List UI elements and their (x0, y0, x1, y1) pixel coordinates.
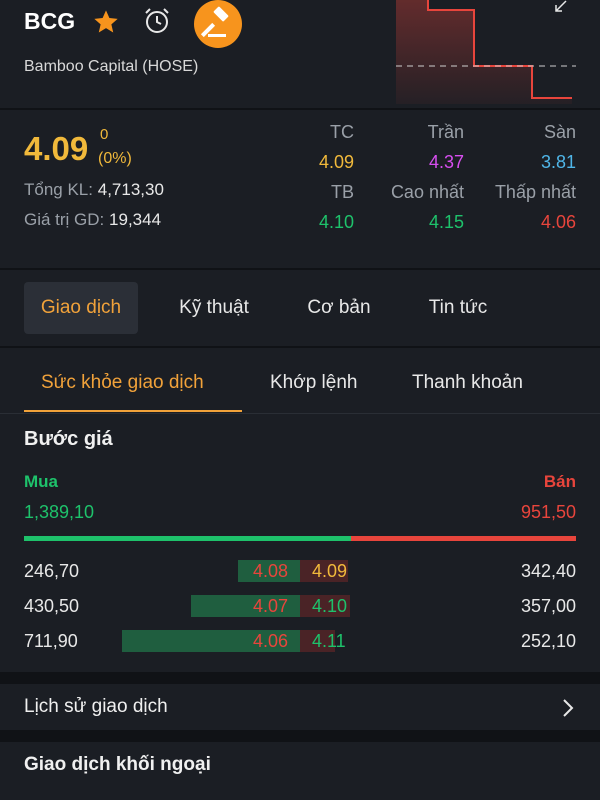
bid-volume: 246,70 (24, 561, 80, 581)
current-price: 4.09 (24, 130, 89, 167)
avg-label: TB (330, 182, 354, 202)
buy-sell-ratio-bar (24, 536, 576, 541)
price-summary: 4.09 0 (0%) Tổng KL: 4,713,30 Giá trị GD… (0, 110, 600, 268)
ticker-symbol: BCG (24, 8, 76, 34)
order-book-row: 711,90 4.06 4.11 252,10 (0, 628, 600, 654)
high-label: Cao nhất (390, 182, 464, 202)
bid-price: 4.07 (252, 596, 288, 616)
bid-depth-bar (191, 595, 300, 617)
bid-price: 4.08 (252, 561, 288, 581)
expand-icon[interactable] (552, 0, 568, 14)
total-volume: Tổng KL: 4,713,30 (24, 180, 164, 199)
foreign-trading-section: Giao dịch khối ngoại (0, 742, 600, 800)
bid-depth-bar (237, 560, 300, 582)
star-icon[interactable] (92, 8, 120, 36)
intraday-mini-chart[interactable] (396, 0, 576, 104)
sub-tabs: Sức khỏe giao dịch Khớp lệnh Thanh khoản (0, 348, 600, 414)
bid-depth-bar (122, 630, 300, 652)
foreign-trading-title: Giao dịch khối ngoại (24, 754, 211, 775)
tab-technical[interactable]: Kỹ thuật (179, 297, 249, 318)
floor-value: 3.81 (540, 152, 576, 172)
ask-price: 4.10 (312, 596, 348, 616)
subtab-liquidity[interactable]: Thanh khoản (412, 372, 523, 393)
auction-gavel-icon[interactable] (194, 0, 242, 48)
tab-fundamental[interactable]: Cơ bản (307, 297, 371, 318)
ask-depth-bar (300, 630, 335, 652)
high-value: 4.15 (428, 212, 464, 232)
ask-depth-bar (300, 595, 350, 617)
ask-price: 4.11 (312, 631, 346, 651)
ask-depth-bar (300, 560, 348, 582)
ask-volume: 357,00 (520, 596, 576, 616)
price-change: 0 (100, 126, 109, 143)
bid-volume: 430,50 (24, 596, 80, 616)
price-change-percent: (0%) (98, 150, 132, 167)
order-book: Bước giá Mua Bán 1,389,10 951,50 246,70 … (0, 414, 600, 672)
tab-trading[interactable]: Giao dịch (24, 282, 138, 334)
main-tabs: Giao dịch Kỹ thuật Cơ bản Tin tức (0, 270, 600, 346)
stock-header: BCG Bamboo Capital (HOSE) (0, 0, 600, 108)
buy-label: Mua (24, 472, 58, 491)
low-label: Thấp nhất (494, 182, 576, 202)
company-name: Bamboo Capital (HOSE) (24, 58, 199, 75)
trade-history-link[interactable]: Lịch sử giao dịch (0, 684, 600, 730)
ask-volume: 342,40 (520, 561, 576, 581)
subtab-trading-health[interactable]: Sức khỏe giao dịch (41, 372, 204, 393)
low-value: 4.06 (540, 212, 576, 232)
chevron-right-icon[interactable] (562, 698, 574, 718)
ask-volume: 252,10 (520, 631, 576, 651)
buy-ratio-fill (24, 536, 352, 541)
ceiling-label: Trần (427, 122, 464, 142)
sell-label: Bán (543, 472, 576, 491)
buy-total-volume: 1,389,10 (24, 502, 95, 522)
ask-price: 4.09 (312, 561, 348, 581)
alarm-clock-icon[interactable] (142, 6, 172, 36)
trade-value: Giá trị GD: 19,344 (24, 210, 162, 229)
ceiling-value: 4.37 (428, 152, 464, 172)
sell-total-volume: 951,50 (520, 502, 576, 522)
floor-label: Sàn (543, 122, 576, 142)
order-book-title: Bước giá (24, 428, 113, 450)
avg-value: 4.10 (318, 212, 354, 232)
ref-label: TC (330, 122, 354, 142)
order-book-row: 246,70 4.08 4.09 342,40 (0, 558, 600, 584)
subtab-matched-orders[interactable]: Khớp lệnh (270, 372, 358, 393)
ref-value: 4.09 (318, 152, 354, 172)
active-subtab-indicator (24, 410, 242, 412)
order-book-row: 430,50 4.07 4.10 357,00 (0, 593, 600, 619)
bid-volume: 711,90 (24, 631, 78, 651)
bid-price: 4.06 (252, 631, 288, 651)
tab-news[interactable]: Tin tức (428, 297, 488, 318)
trade-history-label: Lịch sử giao dịch (24, 696, 168, 717)
